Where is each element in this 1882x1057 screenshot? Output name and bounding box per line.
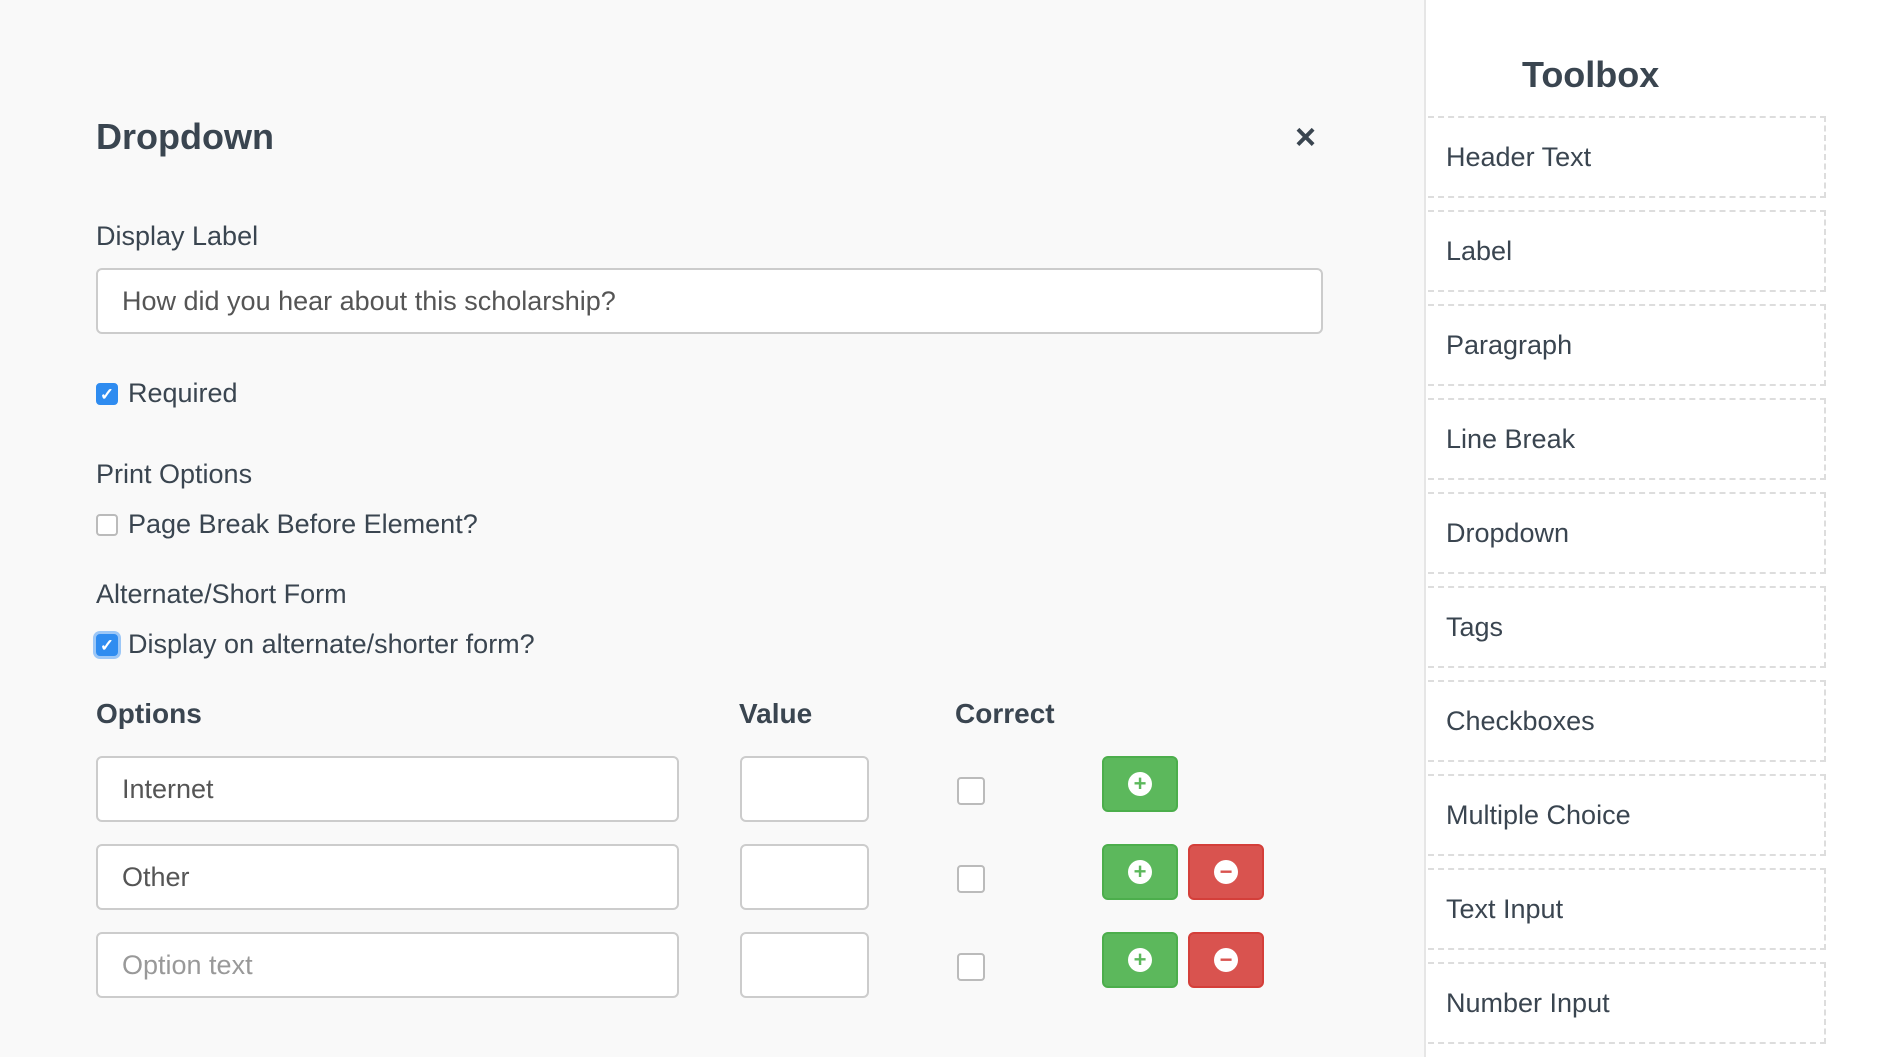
close-icon[interactable]: × [1295, 116, 1317, 157]
option-value-input[interactable] [740, 756, 869, 822]
alt-form-row[interactable]: ✓ Display on alternate/shorter form? [96, 629, 535, 660]
toolbox-item[interactable]: Dropdown [1428, 492, 1826, 574]
page-break-row[interactable]: Page Break Before Element? [96, 509, 478, 540]
display-label-heading: Display Label [96, 221, 259, 251]
remove-option-button[interactable]: − [1188, 844, 1264, 900]
toolbox-item[interactable]: Number Input [1428, 962, 1826, 1044]
options-header: Options [96, 698, 202, 729]
required-checkbox-row[interactable]: ✓ Required [96, 378, 238, 409]
remove-option-button[interactable]: − [1188, 932, 1264, 988]
required-label: Required [128, 378, 238, 408]
toolbox-item[interactable]: Checkboxes [1428, 680, 1826, 762]
alt-form-label: Display on alternate/shorter form? [128, 629, 535, 659]
plus-circle-icon: + [1128, 772, 1152, 796]
correct-header: Correct [955, 698, 1055, 729]
print-options-heading: Print Options [96, 459, 253, 489]
editor-title: Dropdown [96, 116, 274, 157]
option-correct-checkbox[interactable] [957, 953, 985, 981]
toolbox-item[interactable]: Paragraph [1428, 304, 1826, 386]
option-text-input[interactable]: Option text [96, 932, 679, 998]
add-option-button[interactable]: + [1102, 844, 1178, 900]
add-option-button[interactable]: + [1102, 932, 1178, 988]
alt-form-heading: Alternate/Short Form [96, 579, 347, 609]
minus-circle-icon: − [1214, 860, 1238, 884]
toolbox-item[interactable]: Header Text [1428, 116, 1826, 198]
option-value-input[interactable] [740, 932, 869, 998]
option-correct-checkbox[interactable] [957, 777, 985, 805]
option-text-input[interactable]: Internet [96, 756, 679, 822]
toolbox-item[interactable]: Multiple Choice [1428, 774, 1826, 856]
page-break-checkbox[interactable] [96, 513, 118, 536]
plus-circle-icon: + [1128, 860, 1152, 884]
option-text-input[interactable]: Other [96, 844, 679, 910]
toolbox-item[interactable]: Text Input [1428, 868, 1826, 950]
alt-form-checkbox[interactable]: ✓ [96, 633, 118, 656]
display-label-input[interactable]: How did you hear about this scholarship? [96, 268, 1323, 334]
required-checkbox[interactable]: ✓ [96, 382, 118, 405]
value-header: Value [739, 698, 813, 729]
toolbox-item[interactable]: Line Break [1428, 398, 1826, 480]
add-option-button[interactable]: + [1102, 756, 1178, 812]
toolbox-item[interactable]: Tags [1428, 586, 1826, 668]
option-correct-checkbox[interactable] [957, 865, 985, 893]
toolbox-title: Toolbox [1522, 54, 1660, 95]
plus-circle-icon: + [1128, 948, 1152, 972]
minus-circle-icon: − [1214, 948, 1238, 972]
page-break-label: Page Break Before Element? [128, 509, 478, 539]
toolbox-item[interactable]: Label [1428, 210, 1826, 292]
option-value-input[interactable] [740, 844, 869, 910]
